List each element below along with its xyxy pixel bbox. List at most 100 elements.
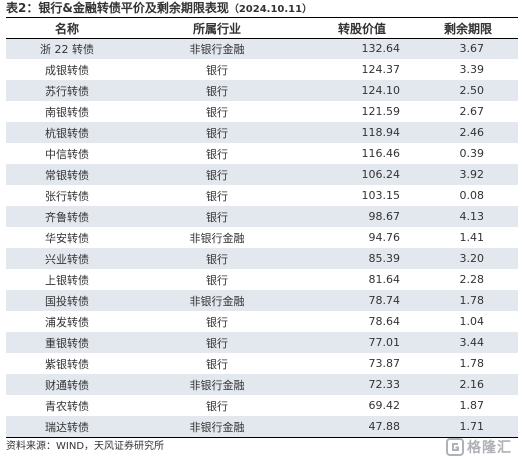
cell-conversion-value: 124.37: [306, 59, 418, 80]
cell-conversion-value: 94.76: [306, 227, 418, 248]
cell-industry: 银行: [128, 164, 306, 185]
bottom-rule: [6, 437, 518, 438]
cell-industry: 银行: [128, 143, 306, 164]
watermark-text: 格隆汇: [467, 440, 512, 456]
header-conversion-value: 转股价值: [306, 18, 418, 38]
cell-name: 张行转债: [6, 185, 128, 206]
table-row: 紫银转债 银行 73.87 1.78: [6, 353, 518, 374]
header-remaining-term: 剩余期限: [418, 18, 518, 38]
watermark-logo-icon: [446, 438, 464, 456]
table-row: 兴业转债 银行 85.39 3.20: [6, 248, 518, 269]
cell-name: 国投转债: [6, 290, 128, 311]
table-row: 张行转债 银行 103.15 0.08: [6, 185, 518, 206]
table-row: 齐鲁转债 银行 98.67 4.13: [6, 206, 518, 227]
cell-name: 中信转债: [6, 143, 128, 164]
cell-conversion-value: 47.88: [306, 416, 418, 437]
cell-name: 浙 22 转债: [6, 38, 128, 59]
cell-industry: 银行: [128, 101, 306, 122]
table-row: 常银转债 银行 106.24 3.92: [6, 164, 518, 185]
cell-industry: 银行: [128, 311, 306, 332]
cell-industry: 银行: [128, 206, 306, 227]
cell-conversion-value: 78.64: [306, 311, 418, 332]
cell-conversion-value: 132.64: [306, 38, 418, 59]
table-row: 瑞达转债 非银行金融 47.88 1.71: [6, 416, 518, 437]
cell-remaining-term: 2.16: [418, 374, 518, 395]
cell-conversion-value: 78.74: [306, 290, 418, 311]
table-body: 浙 22 转债 非银行金融 132.64 3.67 成银转债 银行 124.37 3.39 苏行…: [6, 38, 518, 437]
cell-name: 苏行转债: [6, 80, 128, 101]
table-row: 国投转债 非银行金融 78.74 1.78: [6, 290, 518, 311]
cell-remaining-term: 0.39: [418, 143, 518, 164]
cell-industry: 银行: [128, 185, 306, 206]
cell-industry: 非银行金融: [128, 38, 306, 59]
table-row: 浦发转债 银行 78.64 1.04: [6, 311, 518, 332]
cell-conversion-value: 73.87: [306, 353, 418, 374]
cell-remaining-term: 0.08: [418, 185, 518, 206]
cell-conversion-value: 118.94: [306, 122, 418, 143]
cell-conversion-value: 116.46: [306, 143, 418, 164]
table-row: 重银转债 银行 77.01 3.44: [6, 332, 518, 353]
cell-conversion-value: 72.33: [306, 374, 418, 395]
cell-industry: 银行: [128, 332, 306, 353]
source-note: 资料来源：WIND，天风证券研究所: [6, 441, 165, 452]
table-row: 南银转债 银行 121.59 2.67: [6, 101, 518, 122]
cell-remaining-term: 1.87: [418, 395, 518, 416]
cell-remaining-term: 1.41: [418, 227, 518, 248]
cell-industry: 银行: [128, 395, 306, 416]
caption-text: 表2：银行&金融转债平价及剩余期限表现: [6, 1, 229, 15]
cell-industry: 非银行金融: [128, 227, 306, 248]
cell-conversion-value: 106.24: [306, 164, 418, 185]
table-row: 杭银转债 银行 118.94 2.46: [6, 122, 518, 143]
cell-remaining-term: 3.39: [418, 59, 518, 80]
cell-remaining-term: 1.78: [418, 290, 518, 311]
cell-conversion-value: 103.15: [306, 185, 418, 206]
cell-name: 紫银转债: [6, 353, 128, 374]
cell-name: 上银转债: [6, 269, 128, 290]
cell-remaining-term: 2.46: [418, 122, 518, 143]
table-row: 成银转债 银行 124.37 3.39: [6, 59, 518, 80]
cell-conversion-value: 98.67: [306, 206, 418, 227]
cell-name: 华安转债: [6, 227, 128, 248]
cell-name: 杭银转债: [6, 122, 128, 143]
header-industry: 所属行业: [128, 18, 306, 38]
cell-industry: 银行: [128, 353, 306, 374]
cell-industry: 银行: [128, 248, 306, 269]
cell-name: 常银转债: [6, 164, 128, 185]
header-name: 名称: [6, 18, 128, 38]
cell-industry: 非银行金融: [128, 416, 306, 437]
cell-remaining-term: 3.92: [418, 164, 518, 185]
cell-conversion-value: 85.39: [306, 248, 418, 269]
cell-remaining-term: 2.50: [418, 80, 518, 101]
cell-conversion-value: 124.10: [306, 80, 418, 101]
cell-industry: 银行: [128, 59, 306, 80]
cell-name: 齐鲁转债: [6, 206, 128, 227]
cell-remaining-term: 3.44: [418, 332, 518, 353]
table-row: 苏行转债 银行 124.10 2.50: [6, 80, 518, 101]
table-row: 青农转债 银行 69.42 1.87: [6, 395, 518, 416]
cell-industry: 非银行金融: [128, 290, 306, 311]
header-row: 名称 所属行业 转股价值 剩余期限: [6, 18, 518, 38]
cell-remaining-term: 2.28: [418, 269, 518, 290]
top-rule: [6, 17, 518, 18]
table-row: 上银转债 银行 81.64 2.28: [6, 269, 518, 290]
cell-name: 南银转债: [6, 101, 128, 122]
cell-name: 瑞达转债: [6, 416, 128, 437]
cell-industry: 银行: [128, 80, 306, 101]
cell-name: 青农转债: [6, 395, 128, 416]
cell-industry: 银行: [128, 269, 306, 290]
cell-remaining-term: 1.78: [418, 353, 518, 374]
table-row: 财通转债 非银行金融 72.33 2.16: [6, 374, 518, 395]
header-rule: [6, 38, 518, 39]
cell-industry: 非银行金融: [128, 374, 306, 395]
caption-date: （2024.10.11）: [228, 4, 313, 15]
cell-industry: 银行: [128, 122, 306, 143]
cell-remaining-term: 4.13: [418, 206, 518, 227]
watermark: 格隆汇: [446, 437, 512, 457]
cell-conversion-value: 77.01: [306, 332, 418, 353]
table-caption: 表2：银行&金融转债平价及剩余期限表现（2024.10.11）: [6, 0, 312, 16]
bond-table: 名称 所属行业 转股价值 剩余期限 浙 22 转债 非银行金融 132.64 3.67…: [6, 18, 518, 437]
cell-remaining-term: 3.67: [418, 38, 518, 59]
cell-conversion-value: 69.42: [306, 395, 418, 416]
cell-conversion-value: 121.59: [306, 101, 418, 122]
cell-remaining-term: 2.67: [418, 101, 518, 122]
